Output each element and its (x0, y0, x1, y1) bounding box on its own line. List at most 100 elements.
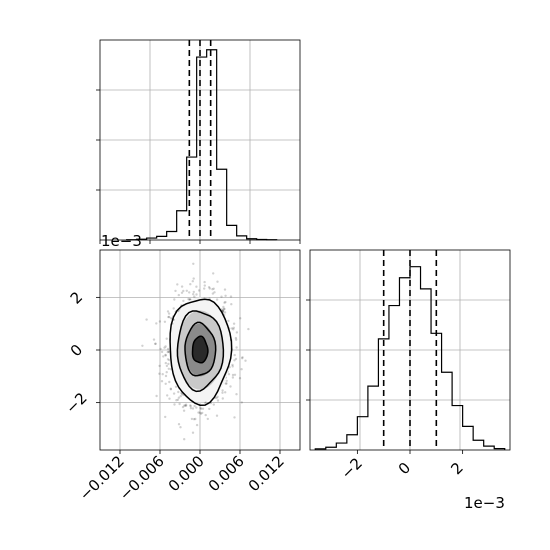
density-point (164, 374, 168, 378)
density-point (176, 398, 180, 401)
density-point (192, 418, 196, 421)
density-point (167, 367, 170, 370)
right-hist-bin (452, 406, 463, 450)
density-point (164, 354, 167, 357)
density-point (192, 293, 195, 296)
right-hist-frame (309, 249, 511, 451)
density-point (169, 388, 173, 391)
density-point (160, 350, 164, 354)
density-xtick-label: 0.000 (165, 452, 208, 495)
top-hist-bin (197, 57, 207, 240)
density-contour (184, 321, 217, 377)
panel-right-histogram: −2 0 2 1e−3 (306, 249, 511, 512)
density-point (175, 399, 178, 402)
density-point (216, 399, 220, 402)
density-point (231, 373, 235, 377)
density-point (163, 346, 166, 349)
density-point (191, 431, 195, 434)
density-point (222, 307, 226, 311)
density-point (182, 409, 186, 412)
density-point (165, 371, 168, 374)
density-point (240, 401, 243, 404)
density-point (215, 396, 218, 400)
density-point (212, 287, 215, 290)
density-point (164, 361, 167, 365)
right-hist-quantile-lines (382, 250, 438, 450)
density-point (197, 289, 201, 292)
density-point (188, 291, 191, 294)
density-point (221, 391, 224, 394)
density-point (184, 404, 188, 407)
density-point (165, 364, 169, 368)
density-point (164, 382, 167, 385)
x-exponent-label: 1e−3 (464, 494, 505, 512)
density-point (231, 365, 234, 368)
density-point (238, 377, 242, 380)
top-hist-bin (207, 50, 217, 240)
density-point (159, 347, 162, 351)
density-point (166, 347, 170, 351)
right-hist-bin (463, 426, 474, 450)
density-point (195, 293, 198, 296)
density-point (195, 406, 198, 409)
panel-top-histogram (96, 39, 301, 244)
density-xtick-label: −0.006 (116, 452, 168, 504)
density-point (211, 292, 215, 295)
density-point (199, 406, 202, 410)
density-point (223, 307, 226, 311)
density-point (183, 404, 186, 407)
density-point (221, 309, 225, 312)
density-point (225, 379, 228, 382)
density-xtick-label: 0.012 (245, 452, 288, 495)
density-point (216, 280, 219, 283)
top-hist-ticks (96, 89, 301, 244)
density-point (189, 404, 192, 407)
density-point (234, 336, 238, 340)
density-point (178, 402, 181, 406)
density-point (145, 318, 148, 321)
density-point (166, 310, 170, 313)
density-point (172, 307, 175, 310)
density-point (234, 357, 238, 361)
density-point (176, 283, 179, 286)
top-hist-bin (227, 225, 237, 240)
density-point (215, 414, 219, 417)
density-point (181, 405, 185, 409)
density-point (167, 315, 171, 319)
density-point (184, 403, 188, 406)
density-point (225, 382, 228, 385)
density-point (160, 380, 164, 383)
right-hist-bin (399, 278, 410, 450)
density-point (223, 311, 227, 314)
density-point (189, 405, 192, 408)
density-point (152, 338, 156, 341)
density-point (166, 358, 170, 361)
density-point (191, 280, 194, 283)
right-hist-bin (336, 443, 347, 450)
density-point (173, 403, 176, 406)
right-hist-bin (347, 435, 358, 450)
density-point (155, 322, 158, 325)
density-point (208, 407, 211, 411)
density-point (216, 395, 219, 398)
density-point (167, 350, 170, 353)
density-point (183, 438, 186, 441)
density-point (223, 301, 226, 304)
density-point (212, 403, 215, 406)
density-point (169, 387, 172, 390)
density-point (158, 364, 161, 368)
top-hist-bin (187, 157, 197, 240)
density-point (194, 417, 197, 421)
density-point (177, 423, 181, 426)
density-point (221, 397, 224, 400)
density-point (174, 289, 177, 293)
density-point (177, 390, 180, 394)
density-point (180, 285, 184, 288)
density-point (179, 426, 182, 429)
density-point (230, 303, 233, 306)
density-point (224, 300, 227, 304)
density-point (224, 382, 227, 385)
density-point (229, 295, 233, 298)
density-point (177, 396, 181, 399)
density-point (233, 416, 236, 419)
